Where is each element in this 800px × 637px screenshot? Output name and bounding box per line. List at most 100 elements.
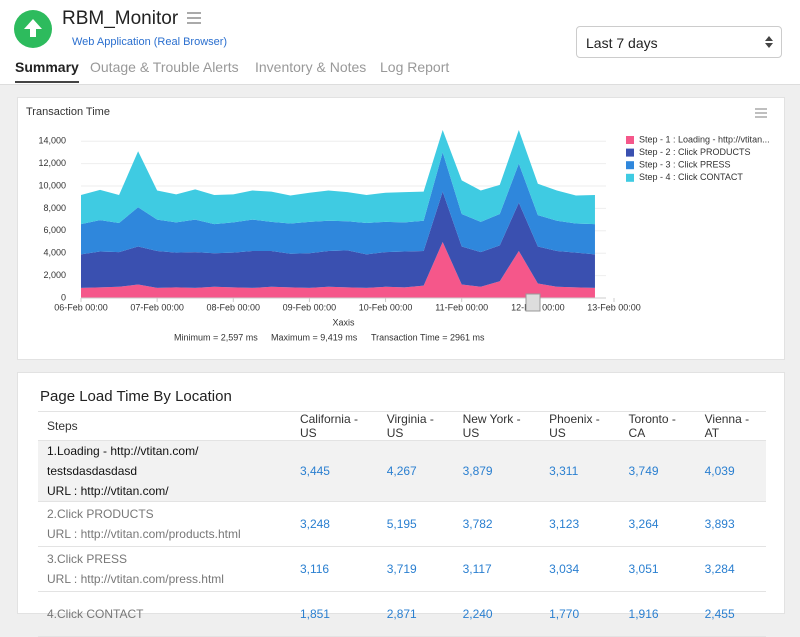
chart: Transaction Time 0 2,000 4,000 6,000 8,000 10… — [26, 106, 770, 342]
chart-card: Transaction Time 0 2,000 4,000 6,000 8,000 10… — [17, 97, 785, 360]
load-time: 1,770 — [540, 591, 620, 637]
load-time: 1,916 — [619, 591, 696, 637]
column-header: New York - US — [453, 411, 541, 441]
load-time: 5,195 — [377, 501, 454, 547]
column-header: Toronto - CA — [619, 411, 696, 441]
monitor-title: RBM_Monitor — [62, 8, 179, 29]
x-tick-label: 09-Feb 00:00 — [283, 302, 337, 312]
load-time: 3,311 — [540, 440, 620, 502]
step-url: URL : http://vtitan.com/ — [47, 484, 169, 498]
menu-icon[interactable] — [187, 12, 201, 24]
y-tick-label: 14,000 — [38, 136, 66, 146]
area — [81, 152, 595, 255]
legend-label: Step - 1 : Loading - http://vtitan... — [639, 134, 770, 144]
header: RBM_Monitor Web Application (Real Browse… — [0, 0, 800, 85]
x-tick-label: 08-Feb 00:00 — [207, 302, 261, 312]
monitor-type[interactable]: Web Application (Real Browser) — [72, 36, 228, 48]
period-select[interactable]: Last 7 days — [576, 26, 782, 58]
legend-swatch — [626, 161, 634, 170]
y-tick-label: 10,000 — [38, 180, 66, 190]
step-cell: 4.Click CONTACT — [38, 591, 291, 637]
summary-stat: Maximum = 9,419 ms — [271, 332, 358, 342]
y-tick-label: 8,000 — [43, 203, 66, 213]
load-time: 3,879 — [453, 440, 541, 502]
period-value: Last 7 days — [586, 35, 658, 51]
load-time: 3,719 — [377, 546, 454, 592]
y-tick-label: 6,000 — [43, 225, 66, 235]
area — [81, 191, 595, 288]
column-header: California - US — [290, 411, 378, 441]
legend-label: Step - 2 : Click PRODUCTS — [639, 147, 751, 157]
y-tick-label: 12,000 — [38, 158, 66, 168]
load-time: 2,871 — [377, 591, 454, 637]
load-time: 3,749 — [619, 440, 696, 502]
header-row: Steps California - US Virginia - US New Yor… — [38, 411, 766, 441]
load-time: 3,782 — [453, 501, 541, 547]
plot-area — [81, 130, 595, 298]
step-name: 3.Click PRESS — [47, 552, 128, 566]
load-time: 3,264 — [619, 501, 696, 547]
y-tick-label: 2,000 — [43, 270, 66, 280]
summary-stat: Minimum = 2,597 ms — [174, 332, 258, 342]
load-time: 1,851 — [290, 591, 378, 637]
load-time: 2,455 — [695, 591, 766, 637]
tab[interactable]: Outage & Trouble Alerts — [90, 59, 239, 75]
table-row: 1.Loading - http://vtitan.com/ testsdasd… — [38, 440, 766, 502]
y-tick-label: 4,000 — [43, 248, 66, 258]
load-time: 3,893 — [695, 501, 766, 547]
load-time: 3,116 — [290, 546, 378, 592]
column-header: Virginia - US — [377, 411, 454, 441]
step-name: 1.Loading - http://vtitan.com/ testsdasd… — [47, 444, 199, 478]
step-name: 2.Click PRODUCTS — [47, 507, 154, 521]
table-title: Page Load Time By Location — [40, 388, 232, 405]
status-icon — [14, 10, 52, 48]
legend-swatch — [626, 136, 634, 144]
area — [81, 242, 595, 298]
load-time: 3,284 — [695, 546, 766, 592]
x-axis-label: Xaxis — [332, 317, 355, 327]
table-row: 3.Click PRESS URL : http://vtitan.com/pre… — [38, 546, 766, 592]
load-time: 3,034 — [540, 546, 620, 592]
table-row: 4.Click CONTACT 1,851 2,871 2,240 1,770 1,916… — [38, 591, 766, 637]
column-header: Steps — [38, 411, 291, 441]
step-name: 4.Click CONTACT — [47, 607, 144, 621]
area — [81, 130, 595, 225]
step-url: URL : http://vtitan.com/press.html — [47, 572, 224, 586]
load-time: 4,267 — [377, 440, 454, 502]
table-row: 2.Click PRODUCTS URL : http://vtitan.com/… — [38, 501, 766, 547]
load-time: 2,240 — [453, 591, 541, 637]
select-arrows — [765, 36, 773, 48]
load-time: 3,445 — [290, 440, 378, 502]
legend-swatch — [626, 173, 634, 182]
zoom-handle[interactable] — [525, 293, 541, 312]
column-header: Phoenix - US — [540, 411, 620, 441]
tab[interactable]: Summary — [15, 59, 79, 83]
step-cell: 2.Click PRODUCTS URL : http://vtitan.com/… — [38, 501, 291, 547]
x-tick-label: 11-Feb 00:00 — [435, 302, 488, 312]
tab[interactable]: Inventory & Notes — [255, 59, 367, 75]
step-cell: 1.Loading - http://vtitan.com/ testsdasd… — [38, 440, 291, 502]
chart-title: Transaction Time — [26, 106, 110, 118]
load-time: 4,039 — [695, 440, 766, 502]
column-header: Vienna - AT — [695, 411, 766, 441]
load-time: 3,123 — [540, 501, 620, 547]
load-time: 3,248 — [290, 501, 378, 547]
legend-label: Step - 4 : Click CONTACT — [639, 172, 743, 182]
x-tick-label: 07-Feb 00:00 — [130, 302, 184, 312]
step-cell: 3.Click PRESS URL : http://vtitan.com/pre… — [38, 546, 291, 592]
y-tick-label: 0 — [61, 292, 66, 302]
step-url: URL : http://vtitan.com/products.html — [47, 527, 241, 541]
legend-label: Step - 3 : Click PRESS — [639, 160, 731, 170]
summary-stat: Transaction Time = 2961 ms — [371, 332, 485, 342]
location-table: Steps California - US Virginia - US New Yor… — [38, 411, 766, 637]
x-tick-label: 10-Feb 00:00 — [359, 302, 413, 312]
tab[interactable]: Log Report — [380, 59, 450, 75]
chart-menu[interactable] — [755, 108, 767, 118]
x-tick-label: 13-Feb 00:00 — [587, 302, 641, 312]
load-time: 3,051 — [619, 546, 696, 592]
x-tick-label: 06-Feb 00:00 — [54, 302, 108, 312]
load-time: 3,117 — [453, 546, 541, 592]
legend-swatch — [626, 148, 634, 157]
table-card: Page Load Time By Location Steps Californ… — [17, 372, 785, 637]
